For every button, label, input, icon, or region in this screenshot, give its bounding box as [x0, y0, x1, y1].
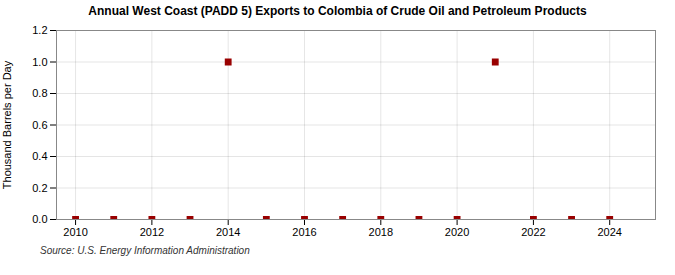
- svg-text:Thousand Barrels per Day: Thousand Barrels per Day: [1, 60, 13, 189]
- svg-text:0.0: 0.0: [32, 213, 47, 225]
- svg-text:0.8: 0.8: [32, 87, 47, 99]
- html-text:Annual West Coast (PADD 5) Exp: Annual West Coast (PADD 5) Exports to Co…: [88, 4, 587, 18]
- svg-text:0.4: 0.4: [32, 150, 47, 162]
- svg-text:2018: 2018: [369, 226, 393, 238]
- svg-text:2022: 2022: [521, 226, 545, 238]
- svg-text:2020: 2020: [445, 226, 469, 238]
- svg-text:2024: 2024: [597, 226, 621, 238]
- svg-text:1.2: 1.2: [32, 24, 47, 36]
- svg-text:2014: 2014: [216, 226, 240, 238]
- svg-text:0.6: 0.6: [32, 119, 47, 131]
- svg-text:2016: 2016: [292, 226, 316, 238]
- svg-text:2010: 2010: [63, 226, 87, 238]
- svg-text:1.0: 1.0: [32, 56, 47, 68]
- html-text:Source: U.S. Energy Informatio: Source: U.S. Energy Information Administ…: [40, 245, 250, 256]
- svg-text:0.2: 0.2: [32, 182, 47, 194]
- svg-text:2012: 2012: [140, 226, 164, 238]
